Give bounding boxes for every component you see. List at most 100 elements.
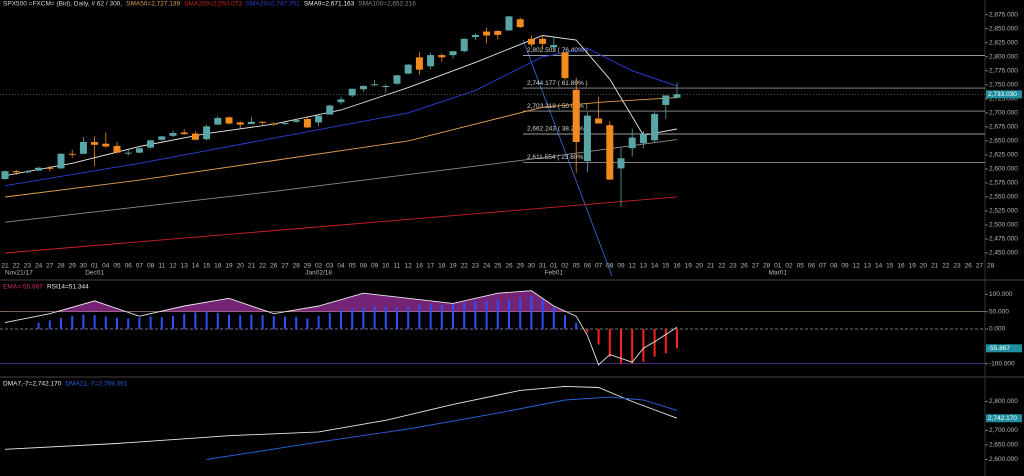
fib-label: 2,744.177 ( 61.80% ) — [527, 80, 588, 87]
x-tick-label: 09 — [617, 263, 625, 270]
x-tick-label: 22 — [259, 263, 267, 270]
x-tick-label: 16 — [897, 263, 905, 270]
period-label: Jan02/18 — [305, 270, 332, 277]
x-tick-label: 22 — [718, 263, 726, 270]
x-tick-label: 18 — [438, 263, 446, 270]
candle-body — [247, 121, 255, 125]
x-tick-label: 22 — [13, 263, 21, 270]
rsi-line — [4, 290, 678, 366]
x-tick-label: 12 — [169, 263, 177, 270]
x-tick-label: 28 — [987, 263, 995, 270]
histogram-bar — [351, 308, 354, 329]
y-tick-label: 2,475.000 — [989, 236, 1018, 243]
x-tick-label: 23 — [24, 263, 32, 270]
trend-line — [522, 39, 613, 277]
histogram-bar — [71, 315, 74, 329]
candle-body — [438, 55, 446, 58]
histogram-bar — [452, 304, 454, 329]
value-tag-label: -55.867 — [988, 345, 1010, 352]
x-tick-label: 28 — [293, 263, 301, 270]
y-tick-label: 2,525.000 — [989, 208, 1018, 215]
candle-body — [617, 158, 625, 169]
histogram-bar — [362, 306, 365, 329]
x-tick-label: 02 — [315, 263, 323, 270]
y-tick-label: 2,800.000 — [989, 54, 1018, 61]
x-tick-label: 02 — [785, 263, 793, 270]
histogram-bar — [138, 317, 141, 329]
x-tick-label: 08 — [830, 263, 838, 270]
value-tag — [986, 90, 1022, 99]
candle-body — [662, 95, 670, 106]
y-tick-label: 2,450.000 — [989, 250, 1018, 257]
histogram-bar — [37, 322, 40, 329]
x-tick-label: 16 — [673, 263, 681, 270]
x-tick-label: 29 — [304, 263, 312, 270]
histogram-bar — [48, 320, 51, 329]
histogram-bar — [631, 329, 634, 364]
x-tick-label: 26 — [270, 263, 278, 270]
x-tick-label: 30 — [80, 263, 88, 270]
histogram-bar — [620, 329, 622, 364]
histogram-bar — [216, 313, 219, 329]
histogram-bar — [272, 316, 275, 329]
candle-body — [169, 133, 177, 136]
x-tick-label: 27 — [281, 263, 289, 270]
x-tick-label: 07 — [819, 263, 827, 270]
legend-entry: EMA=-55.867 — [3, 284, 43, 291]
x-tick-label: 06 — [125, 263, 133, 270]
candle-body — [281, 122, 289, 124]
candle-body — [124, 152, 132, 154]
legend-entry: SMA20=2,747.752 — [246, 1, 300, 8]
y-tick-label: 2,700.000 — [989, 427, 1018, 434]
histogram-bar — [205, 311, 208, 329]
x-tick-label: 31 — [539, 263, 547, 270]
candle-body — [527, 38, 535, 45]
x-tick-label: 28 — [763, 263, 771, 270]
y-tick-label: 2,800.000 — [989, 398, 1018, 405]
histogram-bar — [530, 295, 533, 329]
x-tick-label: 14 — [192, 263, 200, 270]
x-tick-label: 21 — [1, 263, 9, 270]
histogram-bar — [239, 315, 242, 329]
x-tick-label: 27 — [46, 263, 54, 270]
histogram-bar — [127, 318, 130, 329]
legend-entry: RSI14=51.344 — [47, 284, 89, 291]
legend-entry: SPX500 =FXCM= (Bid), Daily, # 62 / 300, — [3, 1, 122, 8]
x-tick-label: 12 — [629, 263, 637, 270]
histogram-bar — [261, 315, 264, 329]
x-tick-label: 06 — [808, 263, 816, 270]
x-tick-label: 21 — [707, 263, 715, 270]
histogram-bar — [396, 307, 398, 329]
histogram-bar — [407, 306, 410, 329]
histogram-bar — [418, 304, 421, 329]
candle-body — [404, 64, 412, 74]
x-tick-label: 26 — [505, 263, 513, 270]
histogram-bar — [429, 304, 432, 329]
x-tick-label: 05 — [349, 263, 357, 270]
histogram-bar — [519, 297, 522, 329]
overlay-line — [4, 196, 678, 254]
histogram-bar — [306, 318, 309, 329]
histogram-bar — [328, 313, 331, 329]
candle-body — [315, 115, 323, 123]
histogram-bar — [575, 322, 578, 329]
candle-body — [102, 143, 110, 147]
candle-body — [225, 117, 233, 124]
overlay-line — [4, 47, 678, 187]
histogram-bar — [194, 312, 197, 329]
histogram-bar — [440, 304, 443, 329]
candle-body — [214, 117, 222, 125]
y-tick-label: 2,750.000 — [989, 82, 1018, 89]
histogram-bar — [116, 317, 118, 329]
y-tick-label: 2,600.000 — [989, 456, 1018, 463]
legend-entry: SMA100=2,652.216 — [358, 1, 416, 8]
candle-body — [68, 153, 76, 155]
x-tick-label: 24 — [35, 263, 43, 270]
y-tick-label: 2,725.000 — [989, 96, 1018, 103]
histogram-bar — [642, 329, 645, 362]
y-tick-label: 2,600.000 — [989, 166, 1018, 173]
x-tick-label: 19 — [909, 263, 917, 270]
y-tick-label: 50.000 — [989, 308, 1009, 315]
x-tick-label: 22 — [461, 263, 469, 270]
